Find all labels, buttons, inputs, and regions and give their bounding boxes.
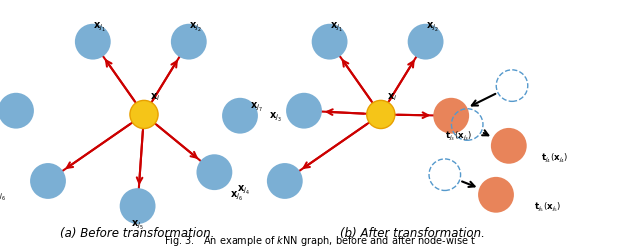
Text: (a) Before transformation.: (a) Before transformation. [60,226,215,239]
Ellipse shape [408,25,444,60]
Text: $\mathbf{t}_{j_3}(\mathbf{x}_{j_3})$: $\mathbf{t}_{j_3}(\mathbf{x}_{j_3})$ [445,130,472,143]
Ellipse shape [286,94,322,129]
Text: $\mathbf{x}_{j_1}$: $\mathbf{x}_{j_1}$ [93,20,106,33]
Text: $\mathbf{t}_{j_4}(\mathbf{x}_{j_4})$: $\mathbf{t}_{j_4}(\mathbf{x}_{j_4})$ [541,151,568,164]
Ellipse shape [367,101,395,129]
Text: $\mathbf{x}_{j_3}$: $\mathbf{x}_{j_3}$ [269,110,282,123]
Text: $\mathbf{x}_{j_5}$: $\mathbf{x}_{j_5}$ [131,217,144,230]
Text: $\mathbf{x}_{j_6}$: $\mathbf{x}_{j_6}$ [0,188,6,202]
Text: $\mathbf{t}_{j_5}(\mathbf{x}_{j_5})$: $\mathbf{t}_{j_5}(\mathbf{x}_{j_5})$ [534,200,562,213]
Ellipse shape [267,164,303,199]
Text: $\mathbf{x}_{j_2}$: $\mathbf{x}_{j_2}$ [189,20,202,33]
Text: $\mathbf{x}_{j_2}$: $\mathbf{x}_{j_2}$ [426,20,438,33]
Text: $\mathbf{x}_{j_7}$: $\mathbf{x}_{j_7}$ [250,100,262,113]
Text: $\mathbf{x}_{j_1}$: $\mathbf{x}_{j_1}$ [330,20,342,33]
Text: Fig. 3.   An example of $k$NN graph, before and after node-wise t: Fig. 3. An example of $k$NN graph, befor… [164,234,476,247]
Ellipse shape [30,164,66,199]
Text: $\mathbf{x}_{j_4}$: $\mathbf{x}_{j_4}$ [237,182,250,195]
Ellipse shape [120,188,156,224]
Ellipse shape [130,101,158,129]
Ellipse shape [75,25,111,60]
Ellipse shape [491,128,527,164]
Text: $\mathbf{x}_{j_6}$: $\mathbf{x}_{j_6}$ [230,188,243,202]
Ellipse shape [0,94,34,129]
Ellipse shape [312,25,348,60]
Text: $\mathbf{x}_{i}$: $\mathbf{x}_{i}$ [150,90,161,102]
Ellipse shape [171,25,207,60]
Ellipse shape [433,98,469,134]
Text: $\mathbf{x}_{i}$: $\mathbf{x}_{i}$ [387,90,397,102]
Ellipse shape [196,155,232,190]
Ellipse shape [478,177,514,213]
Ellipse shape [222,98,258,134]
Text: (b) After transformation.: (b) After transformation. [340,226,485,239]
